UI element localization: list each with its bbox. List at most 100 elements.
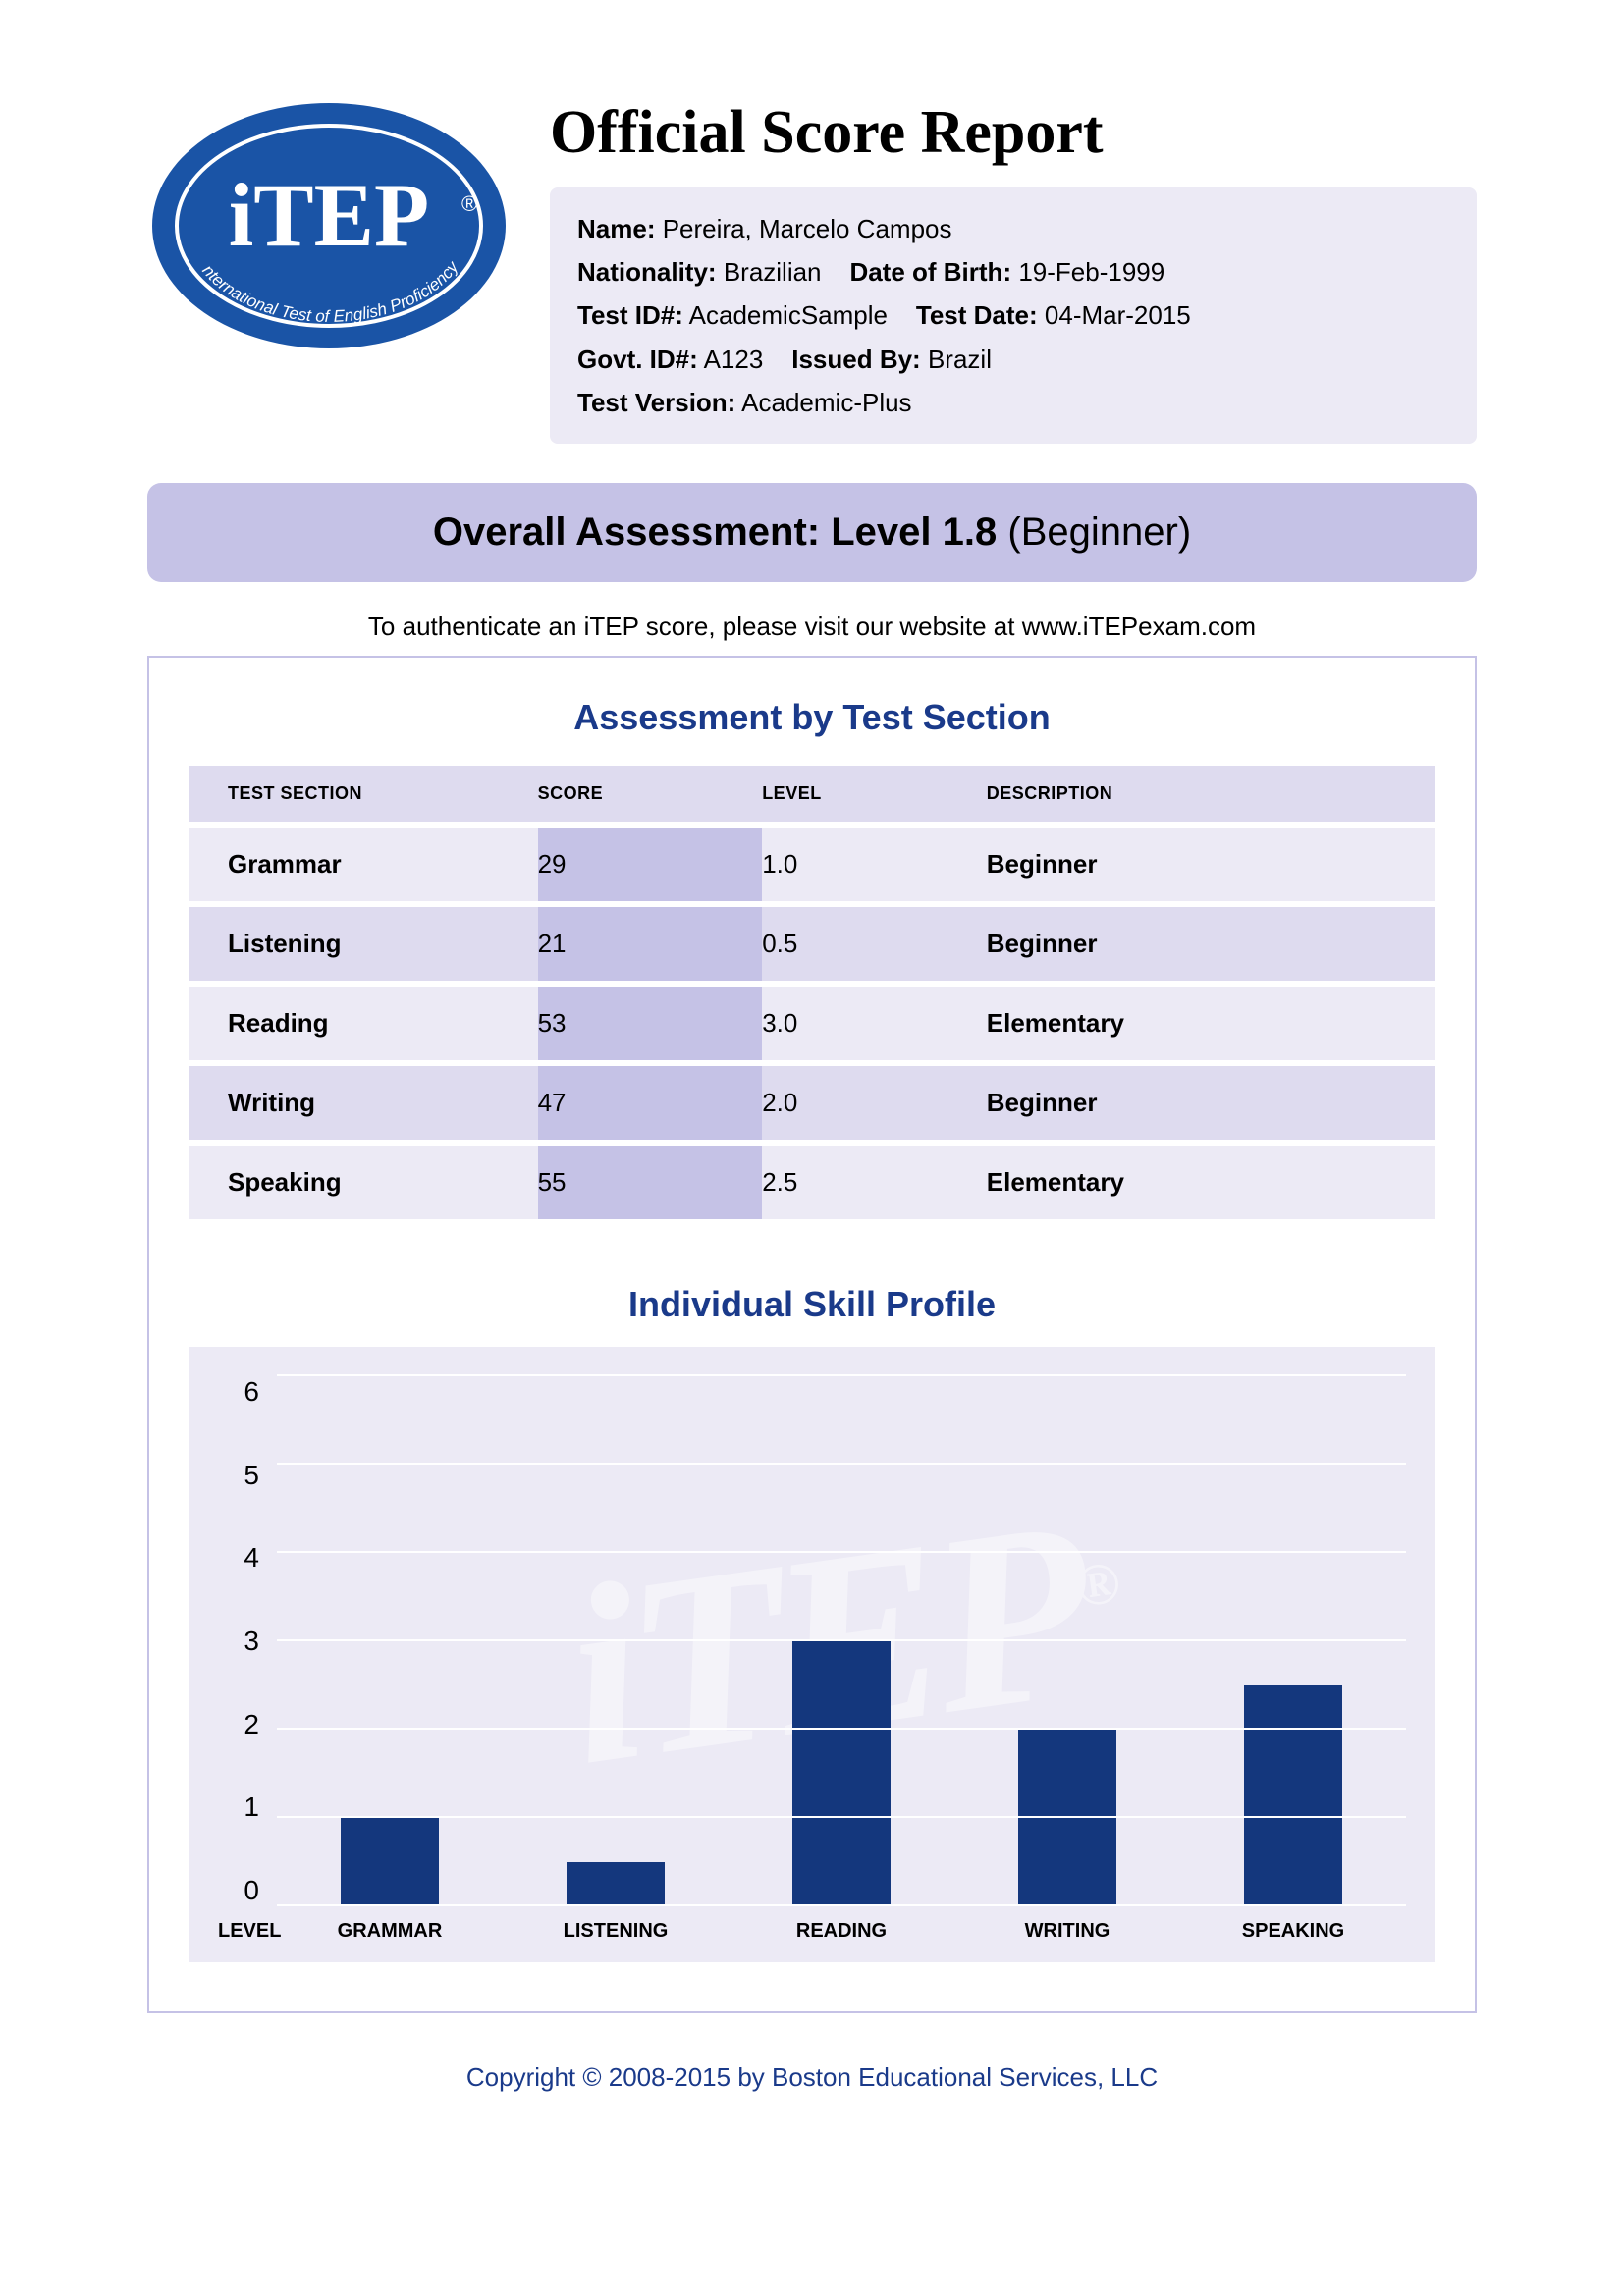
issuedby-value: Brazil — [928, 345, 992, 374]
bar-slot — [503, 1376, 729, 1906]
assessment-table: TEST SECTION SCORE LEVEL DESCRIPTION Gra… — [189, 760, 1435, 1225]
bar-reading — [792, 1641, 891, 1906]
govtid-label: Govt. ID#: — [577, 345, 698, 374]
gridline — [277, 1551, 1406, 1553]
cell-section: Writing — [189, 1066, 538, 1140]
gridline — [277, 1639, 1406, 1641]
table-heading: Assessment by Test Section — [189, 697, 1435, 738]
bar-slot — [277, 1376, 503, 1906]
gridline — [277, 1904, 1406, 1906]
cell-score: 55 — [538, 1146, 763, 1219]
dob-label: Date of Birth: — [849, 257, 1011, 287]
overall-assessment-bar: Overall Assessment: Level 1.8 (Beginner) — [147, 483, 1477, 582]
table-row: Listening 21 0.5 Beginner — [189, 907, 1435, 981]
cell-level: 2.0 — [762, 1066, 987, 1140]
cell-desc: Beginner — [987, 1066, 1435, 1140]
col-level: LEVEL — [762, 766, 987, 822]
info-line-testid-date: Test ID#: AcademicSample Test Date: 04-M… — [577, 294, 1449, 337]
table-row: Reading 53 3.0 Elementary — [189, 987, 1435, 1060]
section-box: Assessment by Test Section TEST SECTION … — [147, 656, 1477, 2013]
table-row: Grammar 29 1.0 Beginner — [189, 828, 1435, 901]
table-header-row: TEST SECTION SCORE LEVEL DESCRIPTION — [189, 766, 1435, 822]
cell-section: Grammar — [189, 828, 538, 901]
info-line-nat-dob: Nationality: Brazilian Date of Birth: 19… — [577, 250, 1449, 294]
cell-section: Listening — [189, 907, 538, 981]
col-score: SCORE — [538, 766, 763, 822]
name-value: Pereira, Marcelo Campos — [663, 214, 952, 243]
y-tick: 1 — [244, 1791, 259, 1823]
x-label: READING — [729, 1920, 954, 1943]
chart-area: 6543210 iTEP® LEVEL GRAMMARLISTENINGREAD… — [189, 1347, 1435, 1962]
testid-label: Test ID#: — [577, 300, 683, 330]
overall-prefix: Overall Assessment: Level 1.8 — [433, 510, 997, 554]
y-tick: 5 — [244, 1460, 259, 1491]
x-label: LISTENING — [503, 1920, 729, 1943]
x-label: WRITING — [954, 1920, 1180, 1943]
svg-text:®: ® — [461, 191, 477, 216]
name-label: Name: — [577, 214, 655, 243]
chart-heading: Individual Skill Profile — [189, 1284, 1435, 1325]
col-section: TEST SECTION — [189, 766, 538, 822]
header-right: Official Score Report Name: Pereira, Mar… — [550, 98, 1477, 444]
candidate-info-box: Name: Pereira, Marcelo Campos Nationalit… — [550, 187, 1477, 444]
score-report-page: iTEP ® International Test of English Pro… — [0, 0, 1624, 2152]
bar-speaking — [1244, 1685, 1342, 1906]
cell-level: 0.5 — [762, 907, 987, 981]
govtid-value: A123 — [704, 345, 764, 374]
dob-value: 19-Feb-1999 — [1018, 257, 1164, 287]
chart-inner: 6543210 iTEP® — [218, 1376, 1406, 1906]
page-title: Official Score Report — [550, 98, 1477, 168]
x-label: SPEAKING — [1180, 1920, 1406, 1943]
bar-slot — [729, 1376, 954, 1906]
info-line-version: Test Version: Academic-Plus — [577, 381, 1449, 424]
y-tick: 2 — [244, 1709, 259, 1740]
bars-container — [277, 1376, 1406, 1906]
bar-listening — [567, 1862, 665, 1906]
testid-value: AcademicSample — [689, 300, 888, 330]
cell-score: 29 — [538, 828, 763, 901]
cell-level: 2.5 — [762, 1146, 987, 1219]
info-line-name: Name: Pereira, Marcelo Campos — [577, 207, 1449, 250]
cell-desc: Elementary — [987, 987, 1435, 1060]
nationality-label: Nationality: — [577, 257, 717, 287]
y-axis-label: LEVEL — [218, 1920, 277, 1943]
cell-section: Reading — [189, 987, 538, 1060]
x-axis-labels: LEVEL GRAMMARLISTENINGREADINGWRITINGSPEA… — [218, 1920, 1406, 1943]
bar-writing — [1018, 1730, 1116, 1906]
x-label: GRAMMAR — [277, 1920, 503, 1943]
y-tick: 4 — [244, 1542, 259, 1574]
testdate-label: Test Date: — [916, 300, 1038, 330]
table-row: Speaking 55 2.5 Elementary — [189, 1146, 1435, 1219]
bar-slot — [954, 1376, 1180, 1906]
svg-text:iTEP: iTEP — [229, 165, 429, 265]
y-axis: 6543210 — [218, 1376, 277, 1906]
cell-desc: Beginner — [987, 907, 1435, 981]
cell-desc: Elementary — [987, 1146, 1435, 1219]
y-tick: 6 — [244, 1376, 259, 1408]
version-value: Academic-Plus — [741, 388, 911, 417]
footer-copyright: Copyright © 2008-2015 by Boston Educatio… — [147, 2062, 1477, 2093]
logo: iTEP ® International Test of English Pro… — [147, 98, 511, 358]
testdate-value: 04-Mar-2015 — [1045, 300, 1191, 330]
cell-score: 53 — [538, 987, 763, 1060]
bar-slot — [1180, 1376, 1406, 1906]
version-label: Test Version: — [577, 388, 735, 417]
cell-level: 3.0 — [762, 987, 987, 1060]
cell-level: 1.0 — [762, 828, 987, 901]
cell-score: 47 — [538, 1066, 763, 1140]
cell-section: Speaking — [189, 1146, 538, 1219]
gridline — [277, 1463, 1406, 1465]
col-desc: DESCRIPTION — [987, 766, 1435, 822]
y-tick: 3 — [244, 1626, 259, 1657]
table-row: Writing 47 2.0 Beginner — [189, 1066, 1435, 1140]
issuedby-label: Issued By: — [791, 345, 921, 374]
gridline — [277, 1728, 1406, 1730]
auth-note: To authenticate an iTEP score, please vi… — [147, 612, 1477, 642]
itep-logo-icon: iTEP ® International Test of English Pro… — [147, 98, 511, 353]
cell-desc: Beginner — [987, 828, 1435, 901]
x-categories: GRAMMARLISTENINGREADINGWRITINGSPEAKING — [277, 1920, 1406, 1943]
chart-section: Individual Skill Profile 6543210 iTEP® L… — [189, 1284, 1435, 1962]
nationality-value: Brazilian — [724, 257, 822, 287]
gridline — [277, 1374, 1406, 1376]
header-row: iTEP ® International Test of English Pro… — [147, 98, 1477, 444]
